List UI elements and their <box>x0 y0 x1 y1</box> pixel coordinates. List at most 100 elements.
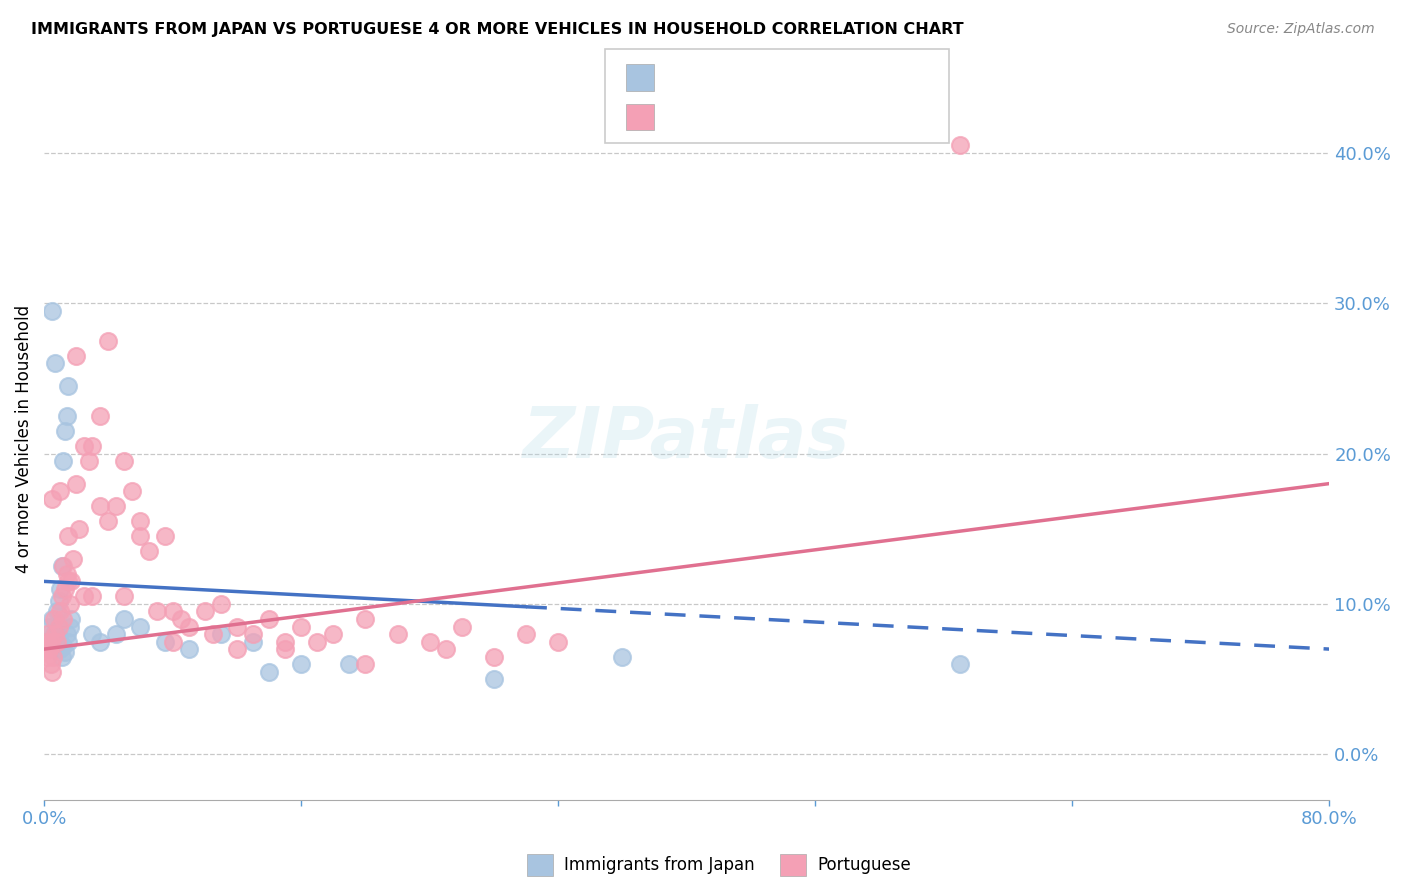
Text: N = 72: N = 72 <box>801 108 869 126</box>
Point <box>46 605 69 619</box>
Point <box>177 619 200 633</box>
Point <box>153 634 176 648</box>
Point <box>55 566 77 581</box>
Text: N = 39: N = 39 <box>801 69 869 87</box>
Point <box>274 634 297 648</box>
Point <box>42 612 65 626</box>
Point <box>515 627 537 641</box>
Point <box>201 627 224 641</box>
Point <box>129 619 152 633</box>
Point <box>450 619 472 633</box>
Point <box>114 612 136 626</box>
Point <box>49 484 72 499</box>
Point <box>89 499 111 513</box>
Point <box>60 612 83 626</box>
Point <box>97 334 120 348</box>
Point <box>42 627 65 641</box>
Text: R =  0.208: R = 0.208 <box>665 108 761 126</box>
Point <box>52 639 75 653</box>
Point <box>37 627 59 641</box>
Point <box>53 645 76 659</box>
Text: IMMIGRANTS FROM JAPAN VS PORTUGUESE 4 OR MORE VEHICLES IN HOUSEHOLD CORRELATION : IMMIGRANTS FROM JAPAN VS PORTUGUESE 4 OR… <box>31 22 963 37</box>
Point <box>49 582 72 596</box>
Point <box>82 439 104 453</box>
Point <box>242 634 264 648</box>
Point <box>51 559 73 574</box>
Point <box>105 627 128 641</box>
Point <box>419 634 441 648</box>
Point <box>38 619 60 633</box>
Point <box>153 529 176 543</box>
Point <box>73 439 96 453</box>
Point <box>949 657 972 672</box>
Point <box>77 454 100 468</box>
Point <box>52 454 75 468</box>
Point <box>337 657 360 672</box>
Point <box>44 627 66 641</box>
Point <box>37 649 59 664</box>
Point <box>48 619 70 633</box>
Point <box>42 649 65 664</box>
Point <box>59 619 82 633</box>
Point <box>58 529 80 543</box>
Text: ZIPatlas: ZIPatlas <box>523 404 851 473</box>
Point <box>41 665 63 679</box>
Point <box>612 649 634 664</box>
Point <box>41 612 63 626</box>
Point <box>52 559 75 574</box>
Text: R = -0.045: R = -0.045 <box>665 69 762 87</box>
Point <box>162 605 184 619</box>
Point <box>290 657 312 672</box>
Point <box>97 514 120 528</box>
Point <box>49 642 72 657</box>
Point <box>82 590 104 604</box>
Point <box>55 627 77 641</box>
Point <box>387 627 409 641</box>
Point <box>65 476 87 491</box>
Point <box>52 612 75 626</box>
Point <box>46 624 69 638</box>
Point <box>51 590 73 604</box>
Point <box>145 605 167 619</box>
Point <box>162 634 184 648</box>
Point <box>105 499 128 513</box>
Point <box>257 665 280 679</box>
Text: Immigrants from Japan: Immigrants from Japan <box>564 856 755 874</box>
Point <box>41 491 63 506</box>
Point <box>39 657 62 672</box>
Point <box>46 634 69 648</box>
Point <box>62 551 84 566</box>
Point <box>482 672 505 686</box>
Point <box>35 634 58 648</box>
Point <box>89 634 111 648</box>
Point <box>209 627 232 641</box>
Point <box>354 612 377 626</box>
Point <box>55 409 77 423</box>
Point <box>59 597 82 611</box>
Point <box>242 627 264 641</box>
Point <box>48 594 70 608</box>
Point <box>225 642 247 657</box>
Point <box>322 627 344 641</box>
Point <box>274 642 297 657</box>
Point <box>69 522 91 536</box>
Point <box>354 657 377 672</box>
Point <box>169 612 191 626</box>
Point <box>209 597 232 611</box>
Text: Portuguese: Portuguese <box>817 856 911 874</box>
Point <box>482 649 505 664</box>
Point <box>434 642 457 657</box>
Point <box>39 634 62 648</box>
Point <box>225 619 247 633</box>
Point <box>58 379 80 393</box>
Point <box>58 574 80 589</box>
Point <box>89 409 111 423</box>
Point <box>290 619 312 633</box>
Point <box>44 634 66 648</box>
Point <box>138 544 160 558</box>
Point <box>121 484 143 499</box>
Point <box>114 590 136 604</box>
Point <box>38 642 60 657</box>
Point <box>949 138 972 153</box>
Point <box>48 630 70 644</box>
